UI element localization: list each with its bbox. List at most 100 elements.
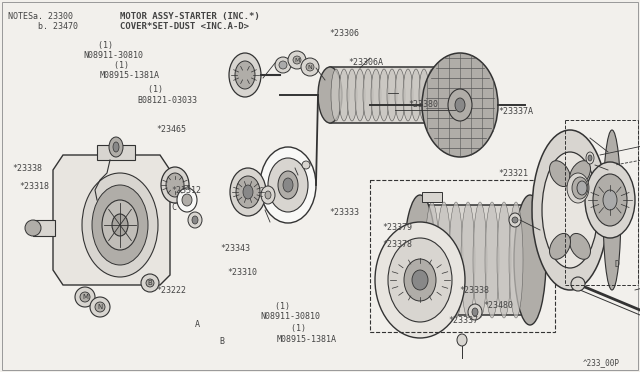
Text: *23379: *23379 (383, 223, 413, 232)
Ellipse shape (363, 69, 373, 121)
Text: M08915-1381A: M08915-1381A (276, 335, 337, 344)
Bar (330, 67, 445, 123)
Ellipse shape (404, 195, 436, 325)
Ellipse shape (161, 167, 189, 203)
Ellipse shape (411, 69, 421, 121)
Ellipse shape (449, 202, 463, 318)
Text: N08911-30810: N08911-30810 (260, 312, 321, 321)
Text: N: N (97, 304, 102, 310)
Ellipse shape (509, 213, 521, 227)
Ellipse shape (95, 302, 105, 312)
Text: B: B (219, 337, 224, 346)
Ellipse shape (371, 69, 381, 121)
Bar (370, 180, 555, 332)
Ellipse shape (461, 202, 475, 318)
Ellipse shape (588, 155, 592, 161)
Ellipse shape (25, 220, 41, 236)
Ellipse shape (261, 186, 275, 204)
Text: *23338: *23338 (460, 286, 490, 295)
Ellipse shape (457, 334, 467, 346)
Text: A: A (195, 320, 200, 329)
Ellipse shape (82, 173, 158, 277)
Ellipse shape (279, 61, 287, 69)
Ellipse shape (435, 69, 445, 121)
Text: *23318: *23318 (19, 182, 49, 191)
Ellipse shape (395, 69, 405, 121)
Ellipse shape (146, 279, 154, 287)
Ellipse shape (230, 168, 266, 216)
Ellipse shape (570, 161, 591, 187)
Ellipse shape (229, 53, 261, 97)
Ellipse shape (75, 287, 95, 307)
Text: (1): (1) (83, 41, 113, 50)
Ellipse shape (427, 69, 437, 121)
Ellipse shape (586, 152, 594, 164)
Text: COVER*SET-DUST <INC.A-D>: COVER*SET-DUST <INC.A-D> (120, 22, 249, 31)
Text: *23337A: *23337A (498, 107, 533, 116)
Ellipse shape (497, 202, 511, 318)
Polygon shape (422, 192, 442, 202)
Ellipse shape (331, 69, 341, 121)
Text: D: D (614, 260, 620, 269)
Text: B08121-03033: B08121-03033 (138, 96, 198, 105)
Text: N08911-30810: N08911-30810 (83, 51, 143, 60)
Ellipse shape (260, 147, 316, 223)
Text: *23306A: *23306A (349, 58, 384, 67)
Text: N: N (308, 64, 312, 70)
Text: (1): (1) (138, 85, 163, 94)
Ellipse shape (275, 57, 291, 73)
Ellipse shape (550, 161, 570, 187)
Ellipse shape (437, 202, 451, 318)
Ellipse shape (585, 162, 635, 238)
Ellipse shape (141, 274, 159, 292)
Ellipse shape (388, 238, 452, 322)
Ellipse shape (472, 308, 478, 316)
Ellipse shape (567, 173, 589, 203)
Ellipse shape (113, 142, 119, 152)
Text: *23338: *23338 (13, 164, 43, 173)
Ellipse shape (283, 178, 293, 192)
Ellipse shape (235, 61, 255, 89)
Polygon shape (97, 145, 135, 160)
Ellipse shape (455, 98, 465, 112)
Text: (1): (1) (276, 324, 307, 333)
Ellipse shape (412, 270, 428, 290)
Text: *23333: *23333 (330, 208, 360, 217)
Ellipse shape (572, 177, 588, 199)
Ellipse shape (268, 158, 308, 212)
Ellipse shape (532, 130, 608, 290)
Ellipse shape (593, 174, 627, 226)
Ellipse shape (514, 195, 546, 325)
Ellipse shape (301, 58, 319, 76)
Ellipse shape (182, 194, 192, 206)
Ellipse shape (306, 63, 314, 71)
Ellipse shape (404, 259, 436, 301)
Text: *23378: *23378 (383, 240, 413, 249)
Bar (420, 205, 530, 315)
Ellipse shape (403, 69, 413, 121)
Text: *23310: *23310 (227, 268, 257, 277)
Ellipse shape (243, 185, 253, 199)
Text: *23380: *23380 (408, 100, 438, 109)
Ellipse shape (318, 67, 342, 123)
Text: *23343: *23343 (221, 244, 251, 253)
Ellipse shape (293, 56, 301, 64)
Text: M: M (82, 294, 88, 300)
Ellipse shape (347, 69, 357, 121)
Ellipse shape (603, 190, 617, 210)
Ellipse shape (166, 173, 184, 197)
Ellipse shape (102, 200, 138, 250)
Ellipse shape (571, 277, 585, 291)
Ellipse shape (570, 234, 591, 259)
Text: *23465: *23465 (157, 125, 187, 134)
Ellipse shape (92, 185, 148, 265)
Text: *23306: *23306 (330, 29, 360, 38)
Text: b. 23470: b. 23470 (8, 22, 78, 31)
Ellipse shape (577, 181, 587, 195)
Ellipse shape (302, 161, 310, 169)
Ellipse shape (433, 67, 457, 123)
Ellipse shape (542, 152, 598, 268)
Ellipse shape (512, 217, 518, 223)
Ellipse shape (425, 202, 439, 318)
Bar (33, 220, 55, 236)
